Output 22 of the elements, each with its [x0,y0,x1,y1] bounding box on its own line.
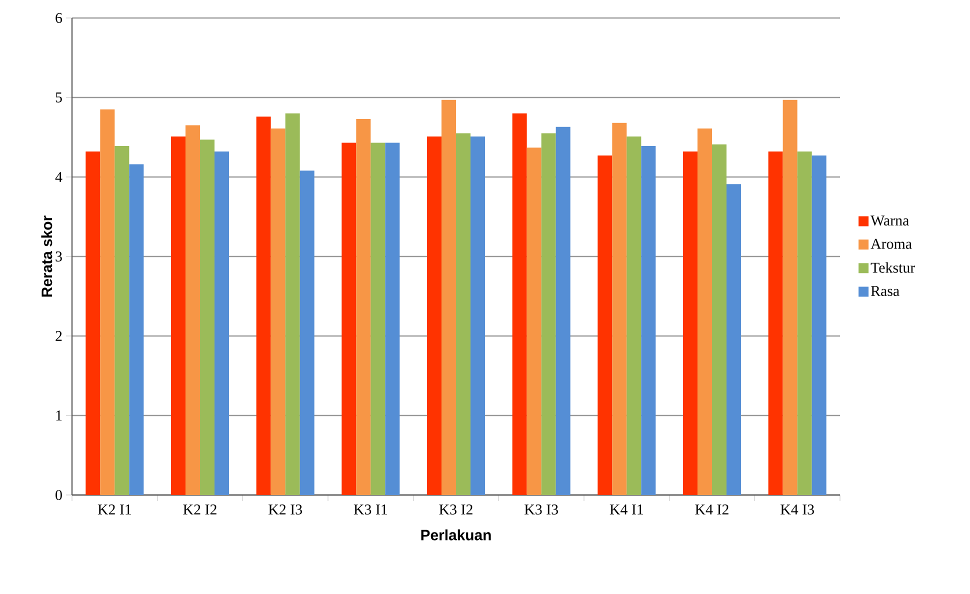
x-tick-label: K2 I1 [98,504,131,514]
x-tick-label: K3 I3 [524,504,558,515]
legend-label: Aroma [870,238,912,249]
x-tick-label: K4 I2 [695,504,728,514]
y-axis-title: Rerata skor [41,216,52,297]
y-tick-label: 4 [55,172,62,182]
y-tick-label: 0 [56,490,62,500]
x-tick-label: K2 I2 [183,504,216,514]
x-tick-label: K2 I3 [268,504,302,515]
y-tick-label: 5 [56,92,62,102]
legend-label: Tekstur [870,262,916,273]
y-tick-label: 3 [56,251,62,262]
y-tick-label: 6 [56,12,62,24]
y-tick-label: 2 [56,331,62,341]
x-tick-label: K3 I2 [439,504,472,515]
x-tick-label: K3 I1 [354,504,387,515]
x-axis-title: Perlakuan [421,529,491,540]
legend-label: Warna [870,216,909,226]
y-tick-label: 1 [56,410,62,420]
x-tick-label: K4 I3 [780,504,814,515]
x-tick-label: K4 I1 [610,504,643,514]
legend-label: Rasa [870,286,900,296]
